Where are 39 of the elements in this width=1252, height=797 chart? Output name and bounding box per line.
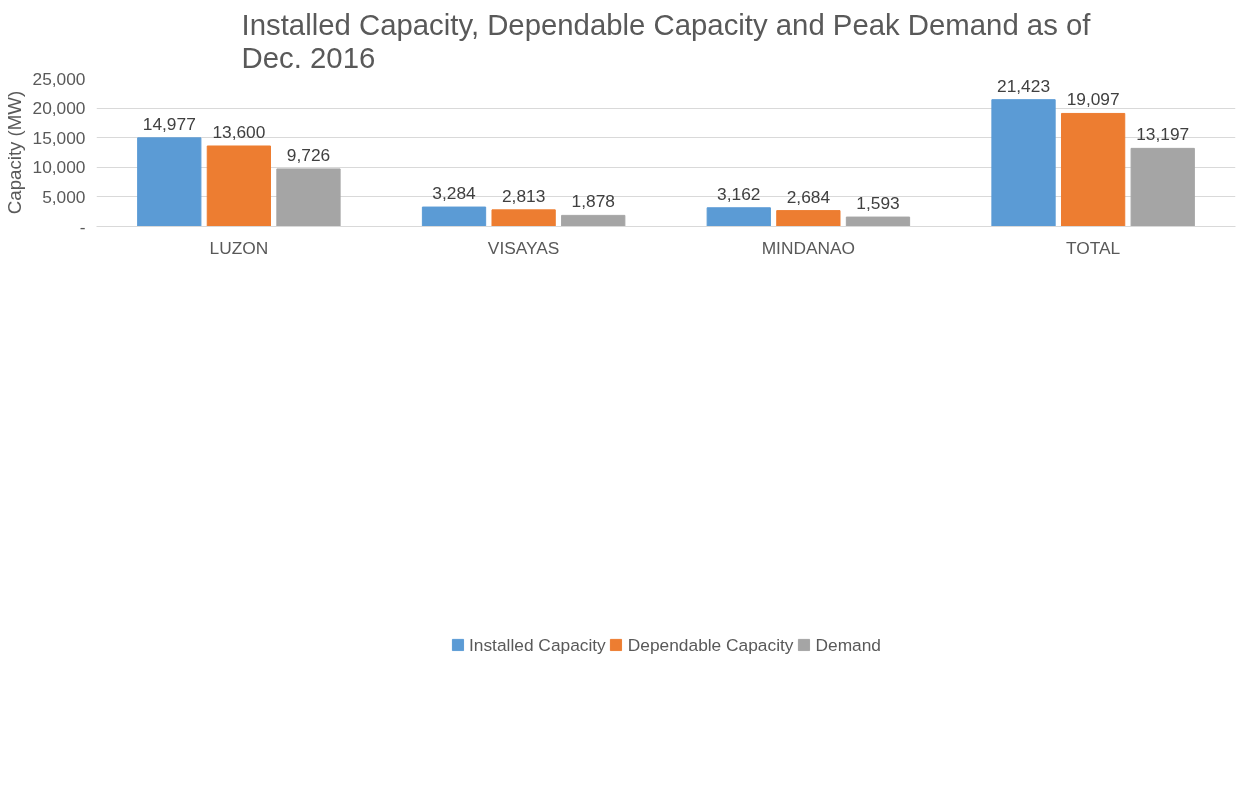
bar [137,137,202,227]
legend-label: Installed Capacity [469,634,606,656]
data-label: 2,684 [786,186,831,207]
x-tick-label: LUZON [209,237,269,258]
legend-label: Dependable Capacity [627,634,794,656]
bar [421,206,487,227]
legend-label: Demand [815,634,881,656]
data-label: 13,197 [1136,124,1190,145]
y-axis-title: Capacity (MW) [3,90,25,215]
y-tick-label: 15,000 [32,127,86,148]
bar [991,99,1056,227]
bar [845,216,911,227]
data-label: 19,097 [1066,89,1120,110]
bar [491,209,556,227]
data-label: 21,423 [997,75,1051,96]
data-label: 13,600 [212,121,266,142]
bar [776,210,841,227]
chart-title: Installed Capacity, Dependable Capacity and Peak Demand as of Dec. 2016 [241,7,1092,74]
data-label: 1,593 [856,193,900,214]
y-tick-label: - [79,216,86,237]
data-label: 3,162 [717,183,761,204]
x-tick-label: MINDANAO [761,237,856,258]
bar [206,145,272,227]
y-tick-label: 5,000 [42,186,86,207]
data-label: 14,977 [142,113,196,134]
bar [1060,112,1126,227]
y-tick-label: 10,000 [32,157,86,178]
data-label: 2,813 [501,185,546,206]
data-label: 1,878 [571,191,615,212]
y-tick-label: 25,000 [32,68,86,89]
data-label: 9,726 [286,144,331,165]
x-tick-label: VISAYAS [487,237,560,258]
y-tick-label: 20,000 [32,98,86,119]
x-tick-label: TOTAL [1066,237,1121,258]
bar [706,207,771,227]
bar [276,168,341,227]
bar [561,214,626,227]
bar [1130,147,1195,227]
data-label: 3,284 [432,183,477,204]
